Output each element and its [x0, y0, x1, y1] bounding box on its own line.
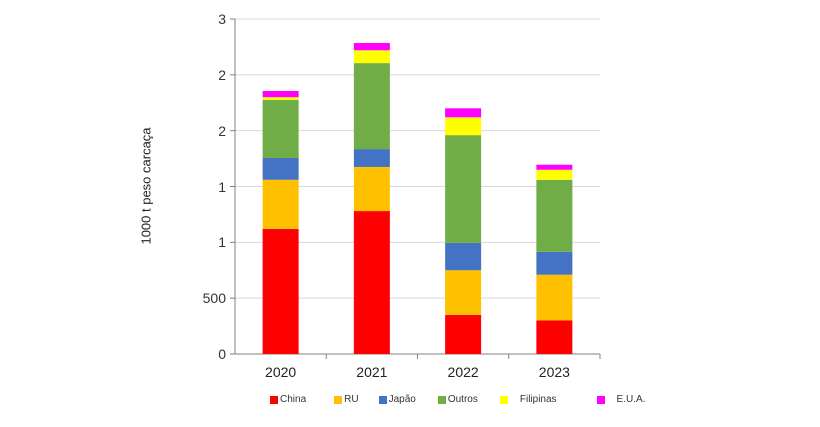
bar-segment-E.U.A.	[262, 91, 299, 98]
bar-segment-RU	[536, 274, 573, 321]
x-tick-label: 2021	[356, 364, 388, 380]
legend-label: Filipinas	[519, 394, 557, 405]
y-tick-label: 1	[218, 178, 226, 195]
y-axis-label: 1000 t peso carcaça	[138, 127, 154, 245]
bar-segment-E.U.A.	[445, 108, 482, 118]
bar-segment-Japão	[353, 149, 390, 167]
legend-swatch	[499, 395, 508, 404]
legend-swatch	[334, 395, 343, 404]
legend-swatch	[378, 395, 387, 404]
legend-label: Outros	[447, 394, 478, 405]
bar-segment-Japão	[445, 242, 482, 271]
bar-segment-Filipinas	[445, 117, 482, 136]
bar-segment-Outros	[536, 179, 573, 252]
legend-item: Filipinas	[499, 394, 557, 405]
bar-segment-Filipinas	[262, 97, 299, 100]
y-tick-label: 500	[202, 290, 226, 307]
legend-item: Japão	[378, 394, 416, 405]
x-tick-label: 2022	[447, 364, 479, 380]
bar-segment-RU	[262, 179, 299, 229]
y-tick-label: 0	[218, 346, 226, 362]
bar-segment-RU	[353, 166, 390, 212]
legend-item: Outros	[437, 394, 478, 405]
y-tick-label: 1	[218, 234, 226, 251]
legend: China RU Japão Outros Filipinas E.U.A.	[270, 394, 645, 405]
bar-segment-China	[445, 314, 482, 354]
legend-item: RU	[334, 394, 359, 405]
bar-segment-China	[536, 320, 573, 354]
legend-label: RU	[344, 394, 359, 405]
bar-segment-China	[262, 228, 299, 354]
legend-label: Japão	[388, 394, 416, 405]
bar-segment-China	[353, 211, 390, 354]
bar-segment-Outros	[353, 63, 390, 150]
y-tick-label: 2	[218, 122, 226, 139]
legend-label: China	[280, 394, 307, 405]
y-tick-label: 2	[218, 66, 226, 83]
legend-swatch	[596, 395, 605, 404]
bar-segment-Filipinas	[536, 169, 573, 180]
x-tick-label: 2020	[265, 364, 297, 380]
bar-segment-RU	[445, 270, 482, 315]
legend-swatch	[270, 395, 278, 404]
bar-segment-Outros	[445, 135, 482, 243]
bar-segment-Filipinas	[353, 50, 390, 64]
bar-segment-E.U.A.	[536, 164, 573, 170]
bar-segment-Outros	[262, 99, 299, 159]
legend-label: E.U.A.	[616, 394, 646, 405]
bar-segment-Japão	[536, 251, 573, 275]
legend-swatch	[437, 395, 446, 404]
bar-segment-E.U.A.	[353, 43, 390, 51]
bar-segment-Japão	[262, 158, 299, 180]
y-tick-label: 3	[218, 11, 226, 27]
legend-item: China	[270, 394, 306, 405]
legend-item: E.U.A.	[596, 394, 646, 405]
x-tick-label: 2023	[538, 364, 570, 380]
